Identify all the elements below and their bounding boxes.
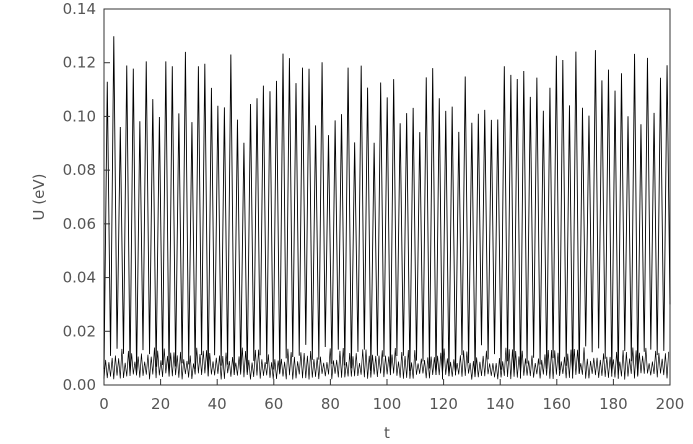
x-tick-label: 40 [208, 395, 227, 413]
y-tick-label: 0.04 [63, 269, 96, 287]
x-tick-label: 140 [486, 395, 515, 413]
x-tick-label: 80 [321, 395, 340, 413]
y-tick-label: 0.08 [63, 161, 96, 179]
y-tick-label: 0.10 [63, 107, 96, 125]
y-tick-label: 0.06 [63, 215, 96, 233]
signal-line-main [103, 36, 671, 380]
x-axis-ticks: 0 20 40 60 80 100 120 140 160 180 200 [99, 379, 684, 413]
x-tick-label: 120 [429, 395, 458, 413]
x-tick-label: 200 [656, 395, 685, 413]
x-tick-label: 0 [99, 395, 109, 413]
x-tick-label: 20 [151, 395, 170, 413]
y-axis-label: U (eV) [30, 174, 48, 221]
x-axis-label: t [384, 424, 390, 442]
x-tick-label: 100 [373, 395, 402, 413]
x-tick-label: 180 [599, 395, 628, 413]
y-tick-label: 0.00 [63, 376, 96, 394]
y-axis-ticks: 0.00 0.02 0.04 0.06 0.08 0.10 0.12 0.14 [63, 0, 110, 394]
y-tick-label: 0.12 [63, 54, 96, 72]
x-tick-label: 160 [542, 395, 571, 413]
signal-line-baseline [103, 347, 670, 380]
x-tick-label: 60 [264, 395, 283, 413]
signal-lines [103, 36, 671, 380]
y-tick-label: 0.02 [63, 322, 96, 340]
y-tick-label: 0.14 [63, 0, 96, 18]
